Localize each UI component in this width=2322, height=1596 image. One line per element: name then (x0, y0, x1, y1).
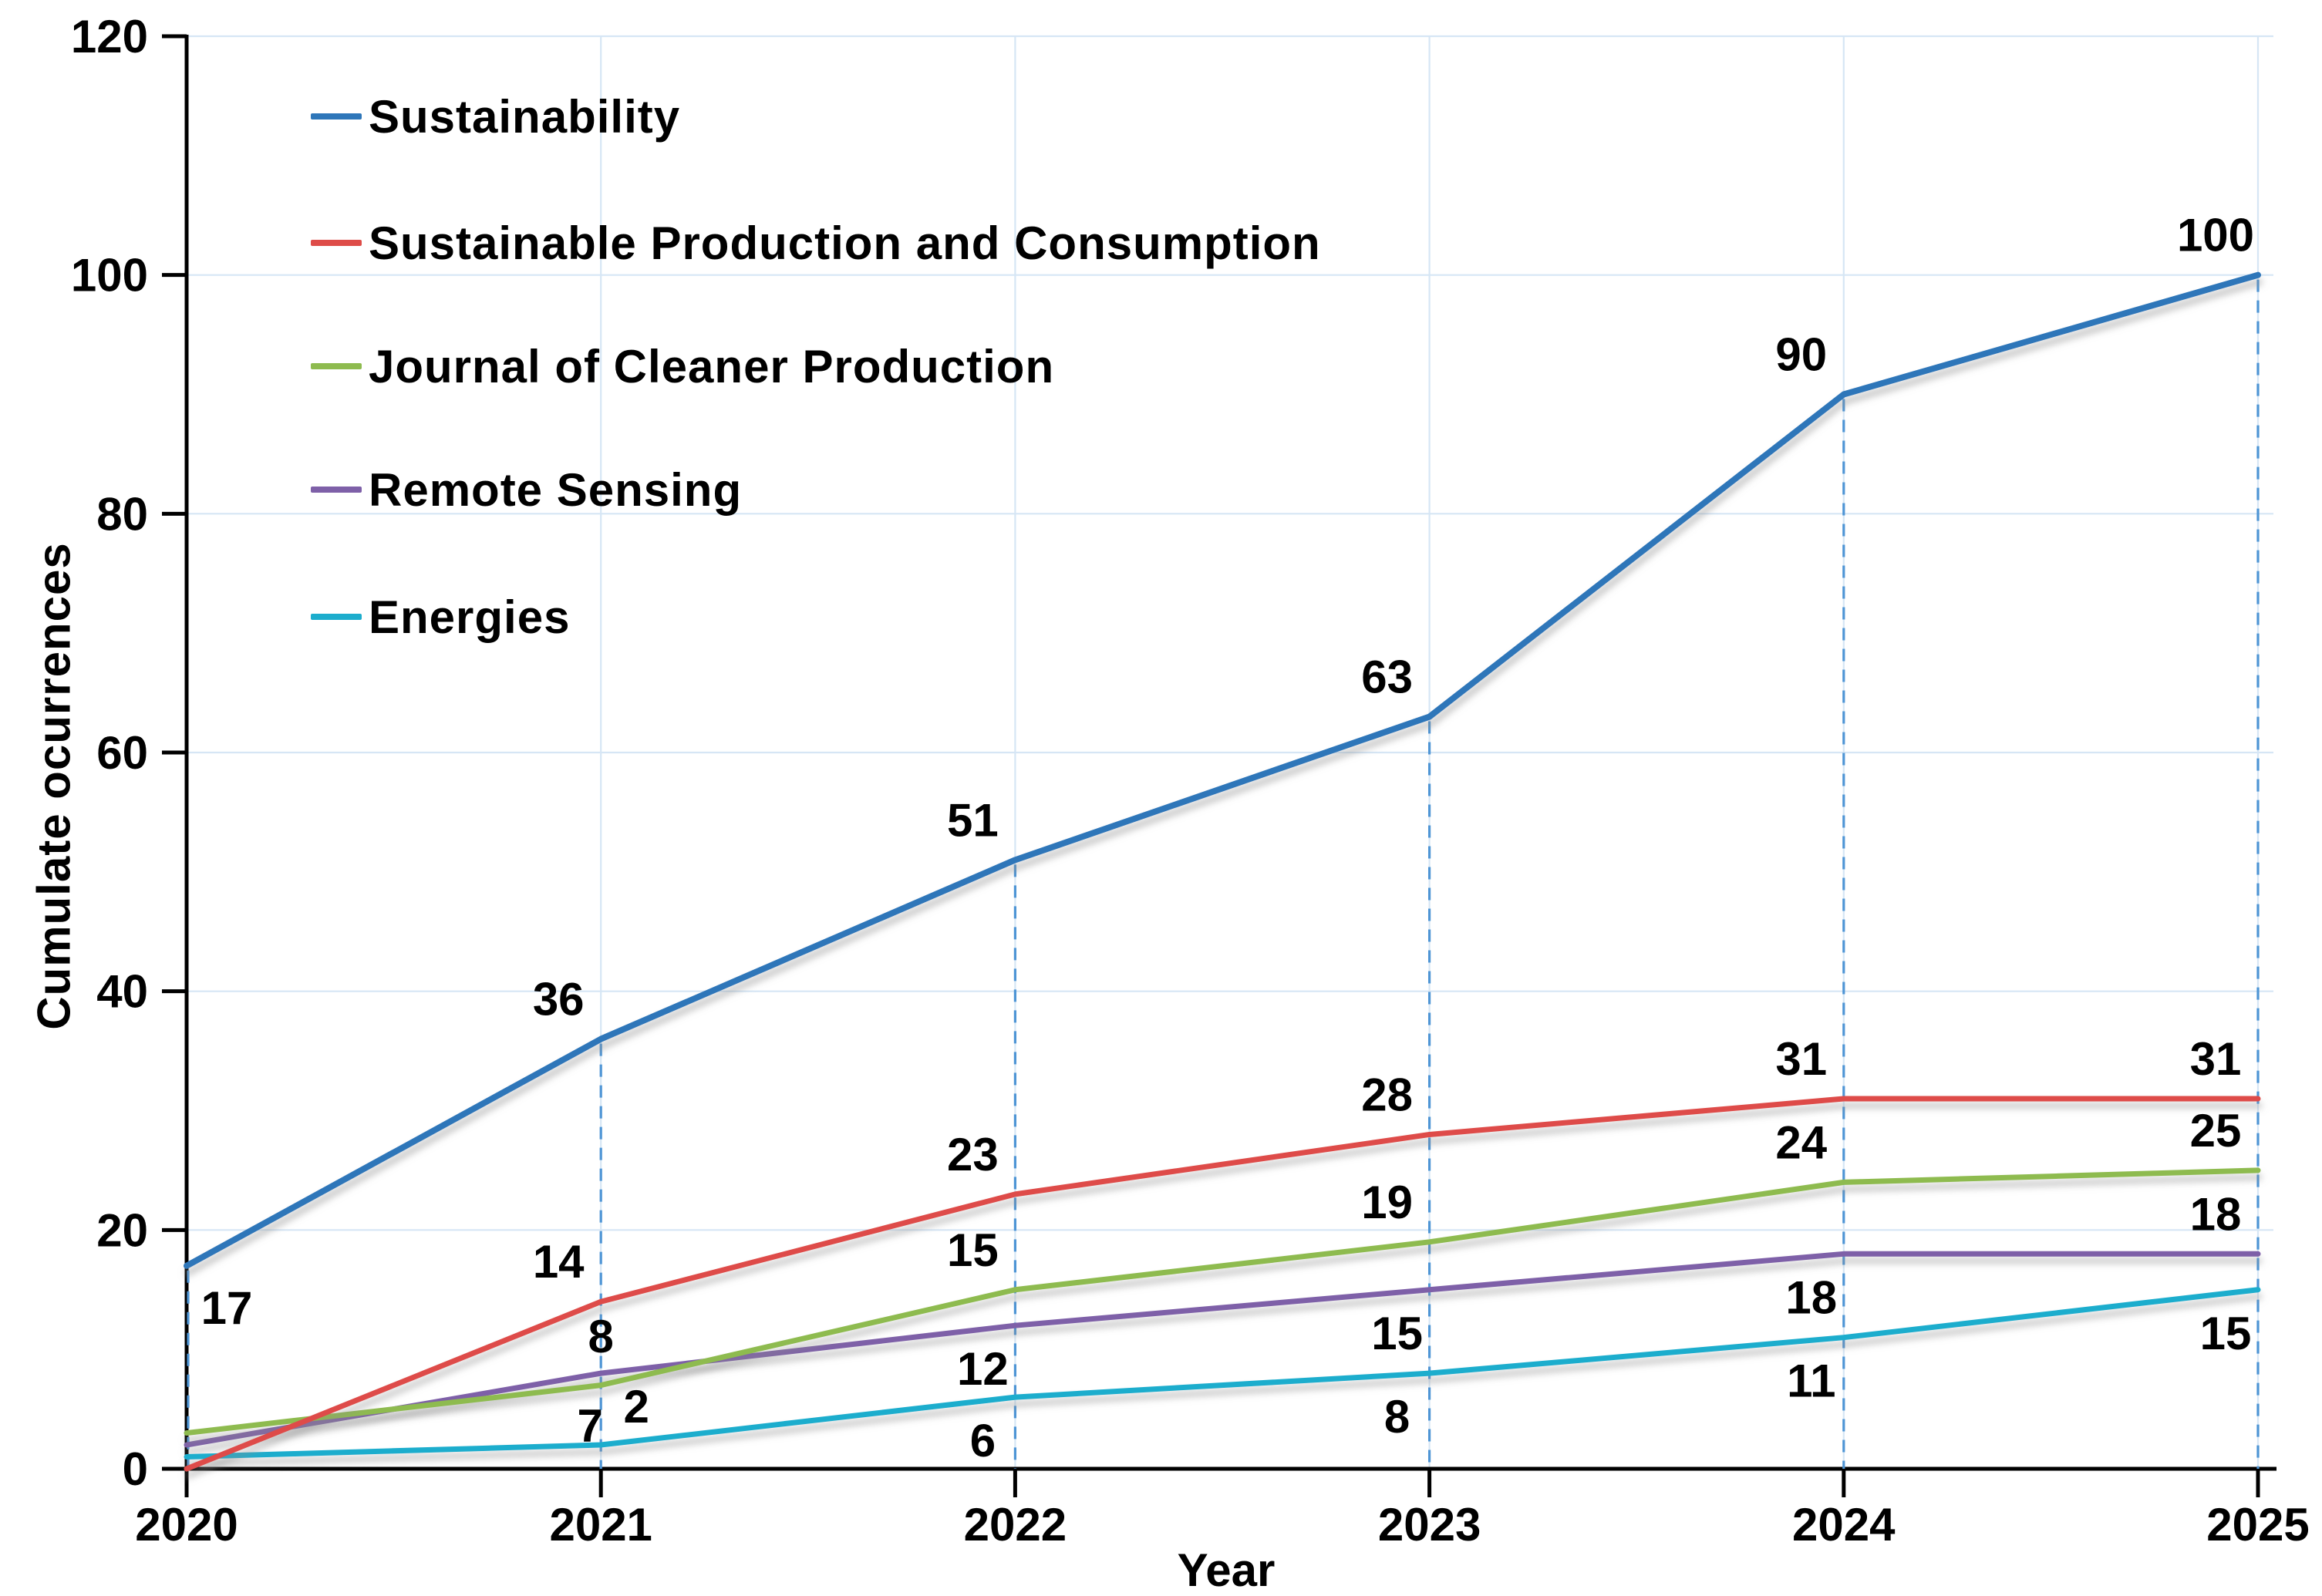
data-label: 18 (1785, 1271, 1837, 1323)
data-label: 31 (2190, 1033, 2242, 1085)
data-label: 90 (1775, 329, 1827, 381)
dashed-guides (187, 279, 2260, 1469)
legend-item-sustainability: Sustainability (311, 84, 680, 149)
data-label: 8 (1384, 1391, 1410, 1443)
svg-text:100: 100 (71, 250, 148, 301)
svg-text:2024: 2024 (1792, 1499, 1896, 1551)
data-label: 25 (2190, 1105, 2242, 1157)
data-label: 15 (947, 1224, 999, 1276)
series-line-remote-sensing (184, 1251, 2261, 1448)
data-label: 17 (201, 1282, 253, 1334)
data-label: 36 (533, 974, 585, 1025)
data-label: 15 (1371, 1308, 1423, 1359)
svg-text:2022: 2022 (964, 1499, 1067, 1551)
data-label: 11 (1787, 1355, 1835, 1407)
tick-labels: 0 20 40 60 80 100 120 2020 2021 2022 2023 2024 2025 (71, 11, 2310, 1551)
legend-item-sustainable-production-and-consumption: Sustainable Production and Consumption (311, 210, 1321, 275)
series-line-sustainability (184, 271, 2261, 1269)
data-label: 15 (2200, 1308, 2252, 1359)
axes (162, 34, 2277, 1497)
svg-text:60: 60 (96, 727, 148, 779)
svg-text:40: 40 (96, 966, 148, 1018)
series-line-sustainable-production-and-consumption (184, 1096, 2261, 1472)
legend-swatch-icon (311, 363, 362, 369)
data-label: 12 (957, 1343, 1009, 1395)
data-label: 2 (624, 1381, 649, 1433)
data-label: 18 (2190, 1188, 2242, 1240)
data-label: 7 (578, 1400, 603, 1452)
data-label: 19 (1361, 1177, 1413, 1228)
legend-swatch-icon (311, 240, 362, 246)
y-axis-title: Cumulate ocurrences (28, 542, 80, 1030)
data-label: 51 (947, 794, 999, 846)
svg-text:2021: 2021 (549, 1499, 652, 1551)
series-line-journal-of-cleaner-production (184, 1167, 2261, 1436)
legend-swatch-icon (311, 113, 362, 120)
svg-text:2025: 2025 (2206, 1499, 2309, 1551)
series-lines (184, 271, 2261, 1472)
legend-item-journal-of-cleaner-production: Journal of Cleaner Production (311, 334, 1054, 399)
data-label: 24 (1775, 1116, 1827, 1168)
data-label: 31 (1775, 1033, 1827, 1085)
series-line-energies (184, 1287, 2261, 1460)
data-label: 28 (1361, 1069, 1413, 1120)
legend-label: Remote Sensing (369, 463, 743, 516)
legend-swatch-icon (311, 614, 362, 620)
legend-swatch-icon (311, 487, 362, 493)
svg-text:2020: 2020 (135, 1499, 238, 1551)
data-label: 23 (947, 1129, 999, 1180)
legend-item-remote-sensing: Remote Sensing (311, 457, 742, 522)
data-label: 100 (2177, 210, 2254, 261)
svg-text:0: 0 (123, 1443, 148, 1495)
legend-item-energies: Energies (311, 584, 570, 649)
legend-label: Sustainability (369, 90, 681, 143)
legend-label: Journal of Cleaner Production (369, 340, 1055, 392)
x-axis-title: Year (1177, 1544, 1276, 1596)
legend-label: Sustainable Production and Consumption (369, 217, 1321, 269)
data-label: 14 (533, 1236, 585, 1288)
svg-text:20: 20 (96, 1204, 148, 1256)
legend-label: Energies (369, 591, 571, 643)
data-label: 6 (970, 1415, 996, 1466)
data-label: 8 (588, 1311, 614, 1362)
svg-text:2023: 2023 (1378, 1499, 1481, 1551)
svg-text:120: 120 (71, 11, 148, 62)
svg-text:80: 80 (96, 488, 148, 540)
data-label: 63 (1361, 652, 1413, 703)
